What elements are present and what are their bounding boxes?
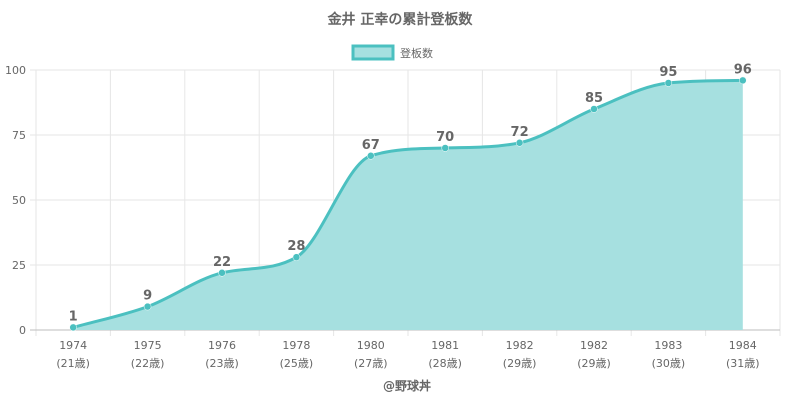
data-label: 70: [436, 130, 454, 145]
x-tick-label: 1974: [59, 339, 87, 352]
x-tick-label: 1980: [357, 339, 385, 352]
y-tick-label: 100: [5, 64, 26, 77]
x-tick-label: 1978: [282, 339, 310, 352]
x-tick-age-label: (28歳): [428, 357, 462, 370]
x-tick-age-label: (27歳): [354, 357, 388, 370]
x-tick-label: 1982: [580, 339, 608, 352]
data-label: 96: [734, 62, 752, 77]
x-tick-label: 1976: [208, 339, 236, 352]
x-tick-label: 1975: [134, 339, 162, 352]
y-tick-label: 75: [12, 129, 26, 142]
data-label: 67: [362, 138, 380, 153]
data-label: 22: [213, 255, 231, 270]
x-tick-age-label: (30歳): [652, 357, 686, 370]
x-tick-age-label: (22歳): [131, 357, 165, 370]
data-label: 72: [511, 125, 529, 140]
data-point: [143, 302, 152, 311]
legend-label: 登板数: [400, 46, 433, 60]
y-tick-label: 50: [12, 194, 26, 207]
y-axis-ticks: 0 25 50 75 100: [5, 64, 26, 337]
legend[interactable]: 登板数: [351, 44, 433, 61]
data-label: 1: [69, 309, 78, 324]
data-point: [739, 76, 747, 85]
x-tick-age-label: (21歳): [56, 357, 90, 370]
x-tick-age-label: (29歳): [503, 357, 537, 370]
x-tick-label: 1983: [654, 339, 682, 352]
series-line: [72, 78, 743, 329]
footer-credit: @野球丼: [383, 378, 431, 393]
data-label: 28: [287, 239, 305, 254]
data-point: [590, 105, 598, 113]
y-tick-label: 25: [12, 259, 26, 272]
data-label: 9: [143, 289, 152, 304]
chart-title: 金井 正幸の累計登板数: [327, 11, 474, 28]
data-point: [218, 269, 226, 277]
data-points: [69, 76, 747, 332]
x-tick-age-label: (25歳): [280, 357, 314, 370]
x-tick-age-label: (23歳): [205, 357, 239, 370]
legend-swatch: [351, 44, 395, 61]
x-tick-age-label: (31歳): [726, 357, 760, 370]
x-tick-label: 1984: [729, 339, 757, 352]
data-point: [441, 144, 449, 152]
x-tick-label: 1982: [506, 339, 534, 352]
data-point: [292, 253, 301, 261]
x-tick-label: 1981: [431, 339, 459, 352]
data-point: [515, 139, 524, 147]
area-fill: [73, 80, 743, 331]
series-area: [72, 78, 743, 331]
data-point: [367, 152, 375, 160]
data-point: [69, 323, 77, 332]
x-axis-ticks: 1974 (21歳) 1975 (22歳) 1976 (23歳) 1978 (25歳) 1980…: [56, 339, 759, 370]
y-tick-label: 0: [19, 324, 26, 337]
data-point: [664, 79, 673, 87]
data-labels: 1 9 22 28 67 70 72 85 95 96: [69, 62, 752, 324]
x-tick-age-label: (29歳): [577, 357, 611, 370]
data-label: 95: [659, 65, 677, 80]
data-label: 85: [585, 91, 603, 106]
